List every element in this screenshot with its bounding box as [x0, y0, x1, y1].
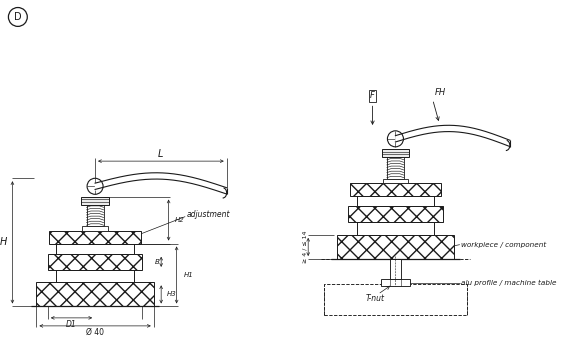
Text: FH: FH	[435, 88, 446, 97]
Text: F: F	[370, 92, 375, 100]
Bar	[348, 206, 443, 222]
Bar	[324, 284, 467, 315]
Bar	[382, 149, 409, 157]
Bar	[37, 282, 154, 307]
Bar	[382, 179, 409, 183]
Text: H3: H3	[167, 291, 176, 297]
Text: workpiece / component: workpiece / component	[461, 241, 546, 248]
Bar	[381, 279, 410, 287]
Bar	[350, 183, 441, 196]
Bar	[48, 254, 142, 270]
Bar	[390, 259, 401, 279]
Bar	[81, 197, 109, 205]
Text: D: D	[14, 12, 22, 22]
Bar	[387, 157, 404, 179]
Text: T-nut: T-nut	[365, 295, 384, 303]
Bar	[82, 226, 108, 231]
Bar	[357, 196, 434, 206]
Bar	[357, 222, 434, 235]
Text: ≥ 4 / ≤ 14: ≥ 4 / ≤ 14	[302, 231, 307, 263]
Text: L: L	[158, 149, 164, 159]
Text: B: B	[155, 259, 159, 265]
Bar	[87, 205, 104, 226]
Bar	[337, 235, 454, 259]
Text: H2: H2	[175, 217, 184, 223]
Text: Ø 40: Ø 40	[86, 328, 104, 337]
Text: D1: D1	[66, 320, 77, 329]
Bar	[56, 244, 134, 254]
Bar	[56, 270, 134, 282]
Text: alu profile / machine table: alu profile / machine table	[461, 279, 556, 286]
Text: H: H	[0, 237, 8, 247]
Text: H1: H1	[183, 272, 193, 278]
Bar	[49, 231, 141, 244]
Text: adjustment: adjustment	[186, 210, 230, 219]
